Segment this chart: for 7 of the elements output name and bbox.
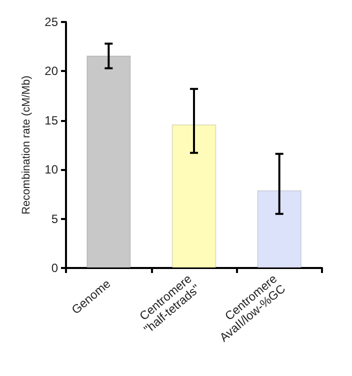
y-tick-label: 15 [44, 113, 58, 128]
y-tick-label: 20 [44, 64, 58, 78]
y-tick-label: 10 [44, 162, 58, 177]
y-axis-title: Recombination rate (cM/Mb) [20, 76, 32, 214]
y-tick-label: 25 [44, 15, 58, 29]
y-tick-label: 0 [51, 261, 58, 275]
y-tick-label: 5 [51, 212, 58, 226]
